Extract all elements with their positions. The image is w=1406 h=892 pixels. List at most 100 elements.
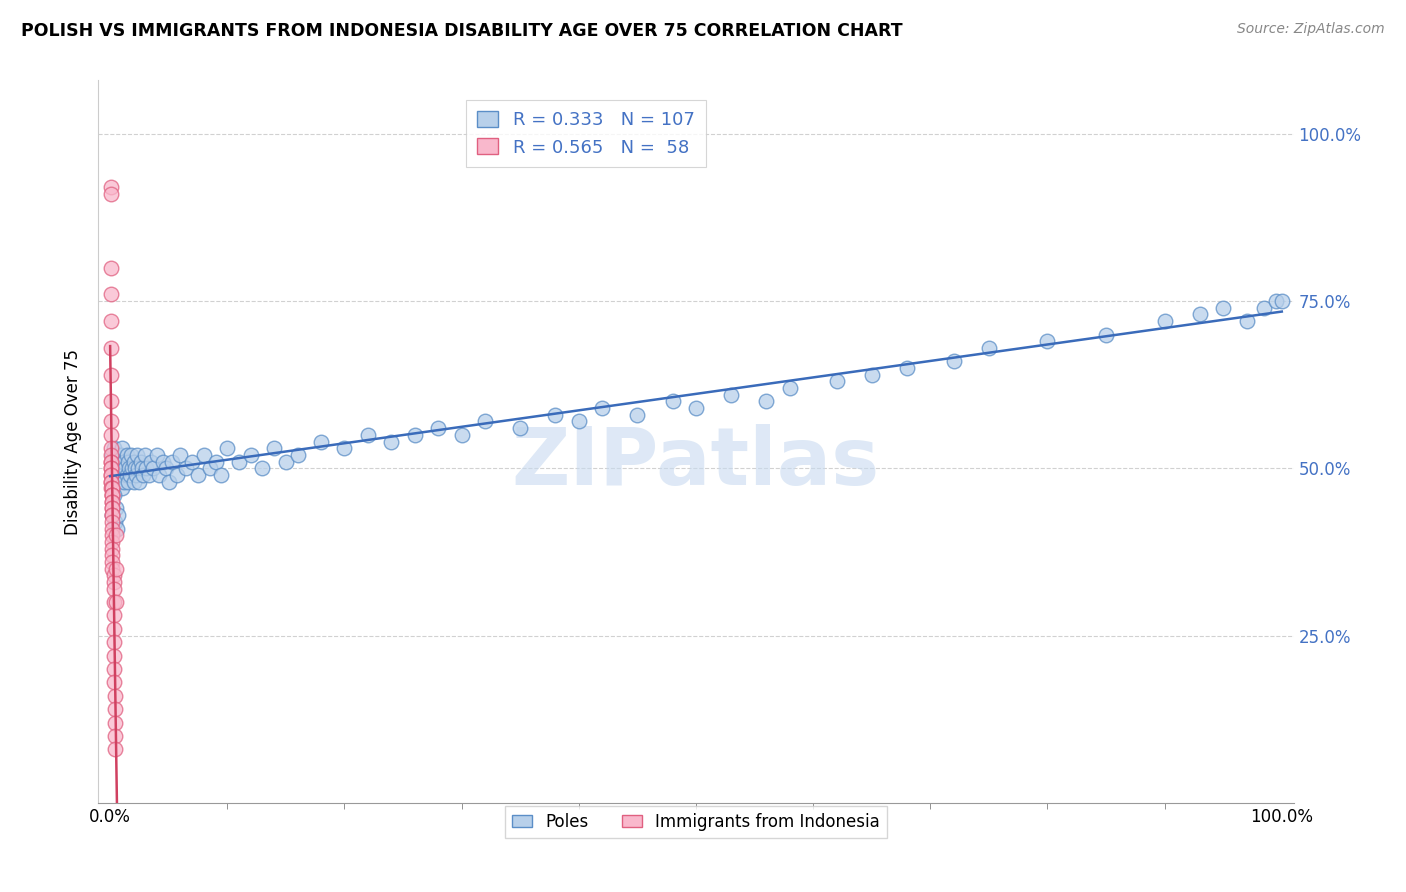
Point (104, 702, 127, 716)
Point (193, 448, 215, 462)
Point (100, 467, 122, 482)
Point (100, 455, 122, 469)
Point (100, 414, 122, 429)
Point (155, 461, 177, 475)
Point (105, 521, 128, 535)
Point (568, 414, 591, 429)
Point (121, 461, 143, 475)
Point (148, 467, 170, 482)
Point (101, 488, 124, 502)
Point (100, 180, 122, 194)
Point (100, 482, 122, 496)
Point (103, 488, 125, 502)
Point (720, 387, 742, 401)
Point (104, 742, 127, 756)
Point (103, 568, 125, 582)
Point (1036, 334, 1059, 349)
Point (105, 448, 128, 462)
Point (112, 475, 135, 489)
Point (1236, 314, 1258, 328)
Point (860, 368, 883, 382)
Point (111, 442, 134, 455)
Point (228, 455, 250, 469)
Point (100, 442, 122, 455)
Point (122, 455, 145, 469)
Point (357, 427, 380, 442)
Point (181, 455, 204, 469)
Point (101, 521, 124, 535)
Point (122, 475, 145, 489)
Y-axis label: Disability Age Over 75: Disability Age Over 75 (65, 349, 83, 534)
Point (287, 448, 309, 462)
Point (263, 442, 285, 455)
Point (626, 408, 648, 422)
Point (101, 548, 124, 563)
Point (101, 508, 124, 523)
Point (101, 494, 124, 508)
Point (112, 455, 135, 469)
Point (103, 662, 125, 676)
Point (146, 448, 169, 462)
Point (105, 467, 128, 482)
Point (101, 562, 124, 576)
Point (104, 515, 127, 529)
Point (825, 375, 848, 389)
Point (104, 729, 127, 743)
Point (108, 455, 131, 469)
Point (105, 501, 128, 516)
Point (239, 448, 262, 462)
Point (100, 187, 122, 202)
Point (100, 260, 122, 275)
Point (100, 287, 122, 301)
Point (157, 475, 180, 489)
Point (103, 675, 125, 690)
Point (101, 501, 124, 516)
Point (128, 475, 150, 489)
Point (204, 455, 226, 469)
Point (105, 528, 128, 542)
Point (105, 562, 128, 576)
Point (309, 434, 332, 449)
Point (474, 414, 496, 429)
Point (104, 455, 127, 469)
Point (110, 461, 132, 475)
Point (333, 442, 356, 455)
Point (120, 448, 142, 462)
Point (755, 394, 778, 409)
Point (100, 427, 122, 442)
Point (1265, 294, 1288, 309)
Point (101, 488, 124, 502)
Point (1253, 301, 1275, 315)
Point (138, 467, 160, 482)
Point (661, 394, 683, 409)
Point (103, 648, 125, 663)
Point (100, 314, 122, 328)
Point (101, 494, 124, 508)
Point (174, 461, 197, 475)
Point (107, 467, 129, 482)
Point (187, 467, 209, 482)
Point (101, 508, 124, 523)
Point (117, 455, 139, 469)
Point (977, 341, 1000, 355)
Point (101, 482, 124, 496)
Point (114, 461, 136, 475)
Point (112, 455, 135, 469)
Point (1271, 294, 1294, 309)
Point (134, 448, 156, 462)
Point (942, 354, 965, 368)
Point (1212, 301, 1234, 315)
Point (100, 394, 122, 409)
Point (509, 421, 531, 435)
Legend: Poles, Immigrants from Indonesia: Poles, Immigrants from Indonesia (505, 806, 887, 838)
Point (101, 534, 124, 549)
Point (450, 427, 472, 442)
Point (101, 541, 124, 556)
Point (211, 467, 233, 482)
Point (427, 421, 450, 435)
Point (217, 442, 239, 455)
Point (274, 455, 297, 469)
Point (103, 608, 125, 623)
Point (118, 461, 141, 475)
Text: Source: ZipAtlas.com: Source: ZipAtlas.com (1237, 22, 1385, 37)
